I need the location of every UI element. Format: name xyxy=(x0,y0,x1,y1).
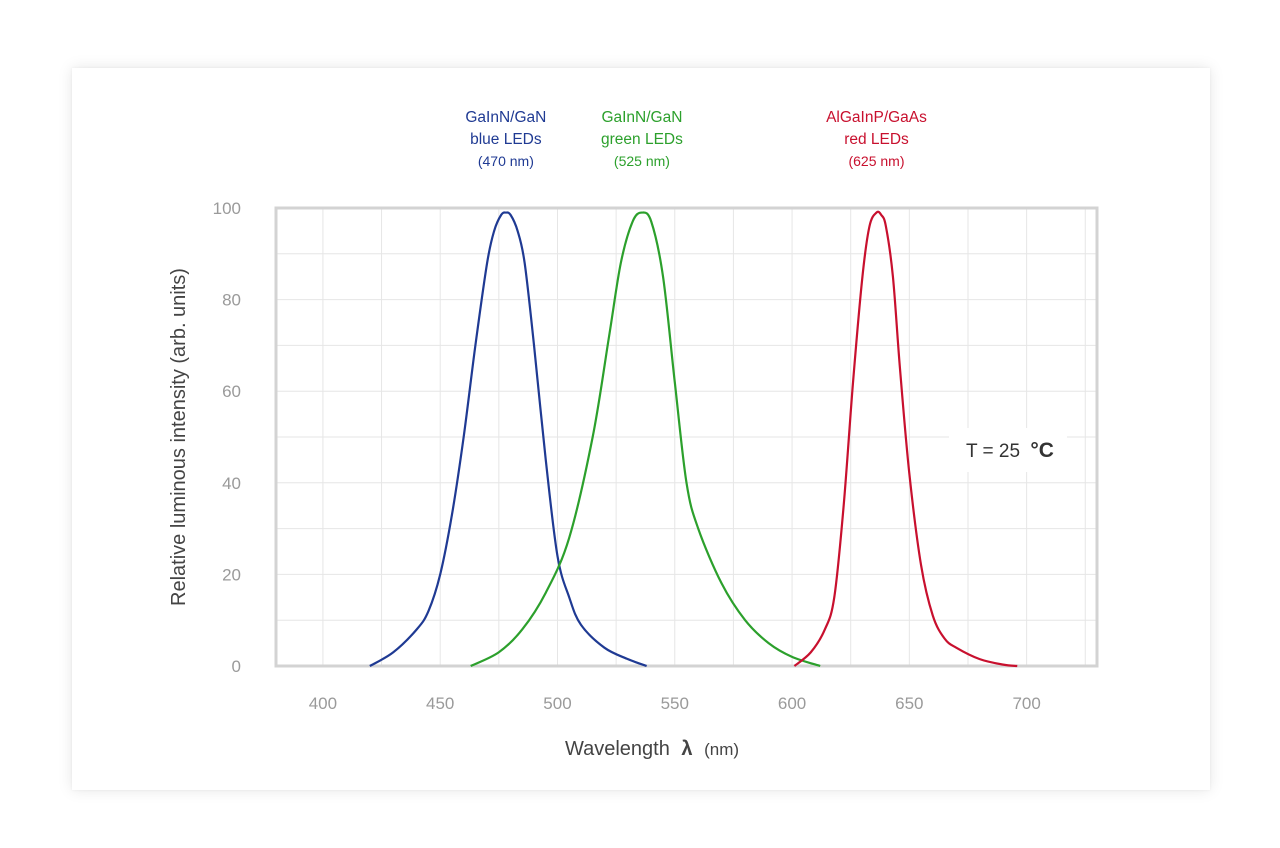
chart-card: 400 450 500 550 600 650 700 0 20 40 60 80 100 GaInN/… xyxy=(72,68,1210,790)
series-label-blue: GaInN/GaN blue LEDs (470 nm) xyxy=(465,109,546,169)
y-tick-label: 20 xyxy=(222,565,241,584)
x-tick-label: 650 xyxy=(895,694,923,713)
y-tick-label: 40 xyxy=(222,474,241,493)
x-axis-title-unit: (nm) xyxy=(704,740,739,759)
plot-frame xyxy=(274,206,1099,668)
temperature-annotation-box xyxy=(949,428,1067,472)
series-label-line: GaInN/GaN xyxy=(465,109,546,126)
y-tick-label: 100 xyxy=(213,199,241,218)
series-label-line: red LEDs xyxy=(844,131,909,148)
series-label-line: green LEDs xyxy=(601,131,683,148)
x-tick-label: 500 xyxy=(543,694,571,713)
y-tick-label: 60 xyxy=(222,382,241,401)
temperature-unit: °C xyxy=(1030,439,1054,462)
series-curves xyxy=(369,210,1018,668)
x-axis-title-text: Wavelength xyxy=(565,738,670,760)
series-label-line: blue LEDs xyxy=(470,131,542,148)
y-axis-title: Relative luminous intensity (arb. units) xyxy=(168,268,190,606)
x-tick-label: 400 xyxy=(309,694,337,713)
series-label-line: (625 nm) xyxy=(848,153,904,169)
series-label-line: GaInN/GaN xyxy=(601,109,682,126)
x-tick-label: 600 xyxy=(778,694,806,713)
y-tick-label: 0 xyxy=(232,657,241,676)
series-label-green: GaInN/GaN green LEDs (525 nm) xyxy=(601,109,683,169)
y-tick-label: 80 xyxy=(222,291,241,310)
x-axis-title-symbol: λ xyxy=(681,738,692,760)
x-axis-title: Wavelength λ (nm) xyxy=(565,738,739,760)
series-line-green xyxy=(470,211,821,668)
x-tick-label: 550 xyxy=(661,694,689,713)
axis-ticks: 400 450 500 550 600 650 700 0 20 40 60 80 100 xyxy=(213,199,1041,713)
temperature-value: T = 25 xyxy=(966,441,1020,462)
x-tick-label: 450 xyxy=(426,694,454,713)
series-labels: GaInN/GaN blue LEDs (470 nm) GaInN/GaN green… xyxy=(465,109,927,169)
temperature-annotation: T = 25 °C xyxy=(966,439,1054,462)
series-line-red xyxy=(793,210,1018,668)
led-spectrum-chart: 400 450 500 550 600 650 700 0 20 40 60 80 100 GaInN/… xyxy=(168,109,1099,760)
series-label-line: AlGaInP/GaAs xyxy=(826,109,927,126)
series-label-line: (525 nm) xyxy=(614,153,670,169)
series-label-line: (470 nm) xyxy=(478,153,534,169)
series-line-blue xyxy=(369,211,647,668)
series-label-red: AlGaInP/GaAs red LEDs (625 nm) xyxy=(826,109,927,169)
x-tick-label: 700 xyxy=(1012,694,1040,713)
